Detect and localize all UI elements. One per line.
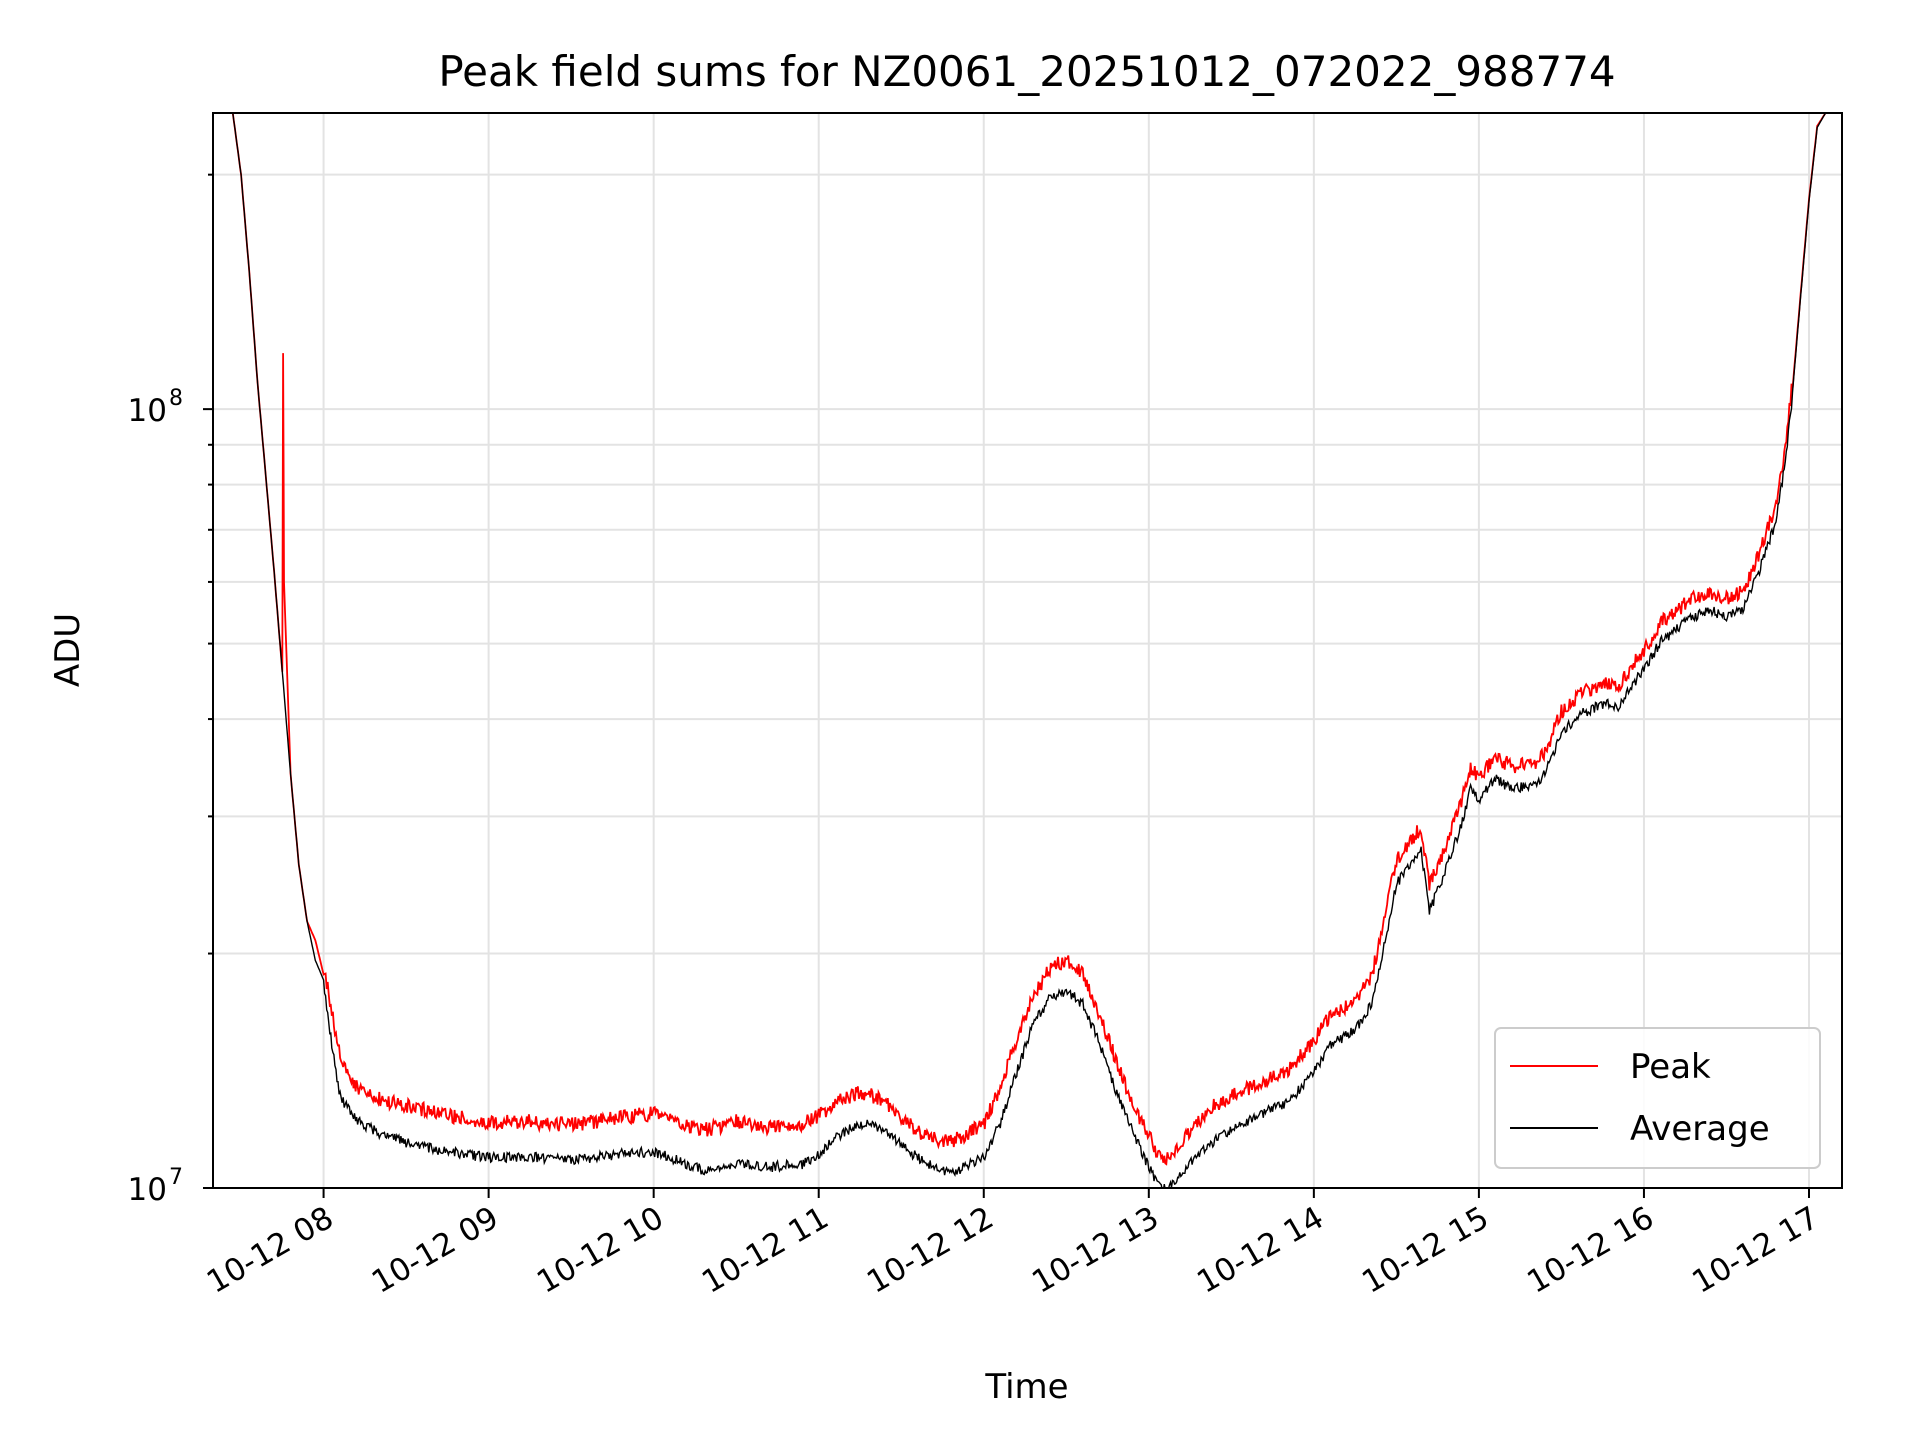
x-tick-label: 10-12 08	[201, 1200, 340, 1301]
x-tick-label: 10-12 11	[696, 1200, 835, 1301]
y-tick-exponent: 7	[169, 1165, 183, 1190]
chart: 107108 10-12 08 10-12 09 10-12 10 10-12 11 1…	[0, 0, 1920, 1440]
x-tick-label: 10-12 13	[1026, 1200, 1165, 1301]
x-tick-label: 10-12 10	[531, 1200, 670, 1301]
x-tick-label: 10-12 17	[1686, 1200, 1825, 1301]
x-tick-label: 10-12 16	[1521, 1200, 1660, 1301]
legend-average-label: Average	[1630, 1109, 1770, 1149]
grid	[213, 113, 1842, 1188]
x-tick-label: 10-12 12	[861, 1200, 1000, 1301]
x-tick-label: 10-12 14	[1191, 1200, 1330, 1301]
series-peak-line	[233, 113, 1826, 1164]
legend: Peak Average	[1495, 1028, 1820, 1168]
x-axis-label: Time	[984, 1367, 1068, 1407]
x-tick-label: 10-12 09	[366, 1200, 505, 1301]
x-tick-label: 10-12 15	[1356, 1200, 1495, 1301]
chart-title: Peak field sums for NZ0061_20251012_0720…	[438, 47, 1615, 96]
x-axis: 10-12 08 10-12 09 10-12 10 10-12 11 10-12 12…	[201, 1188, 1825, 1301]
y-tick-exponent: 8	[169, 386, 183, 411]
y-axis-label: ADU	[48, 613, 88, 687]
legend-peak-label: Peak	[1630, 1047, 1711, 1087]
plot-area-frame	[213, 113, 1842, 1188]
y-tick-label: 10	[128, 393, 167, 429]
y-tick-label: 10	[128, 1172, 167, 1208]
